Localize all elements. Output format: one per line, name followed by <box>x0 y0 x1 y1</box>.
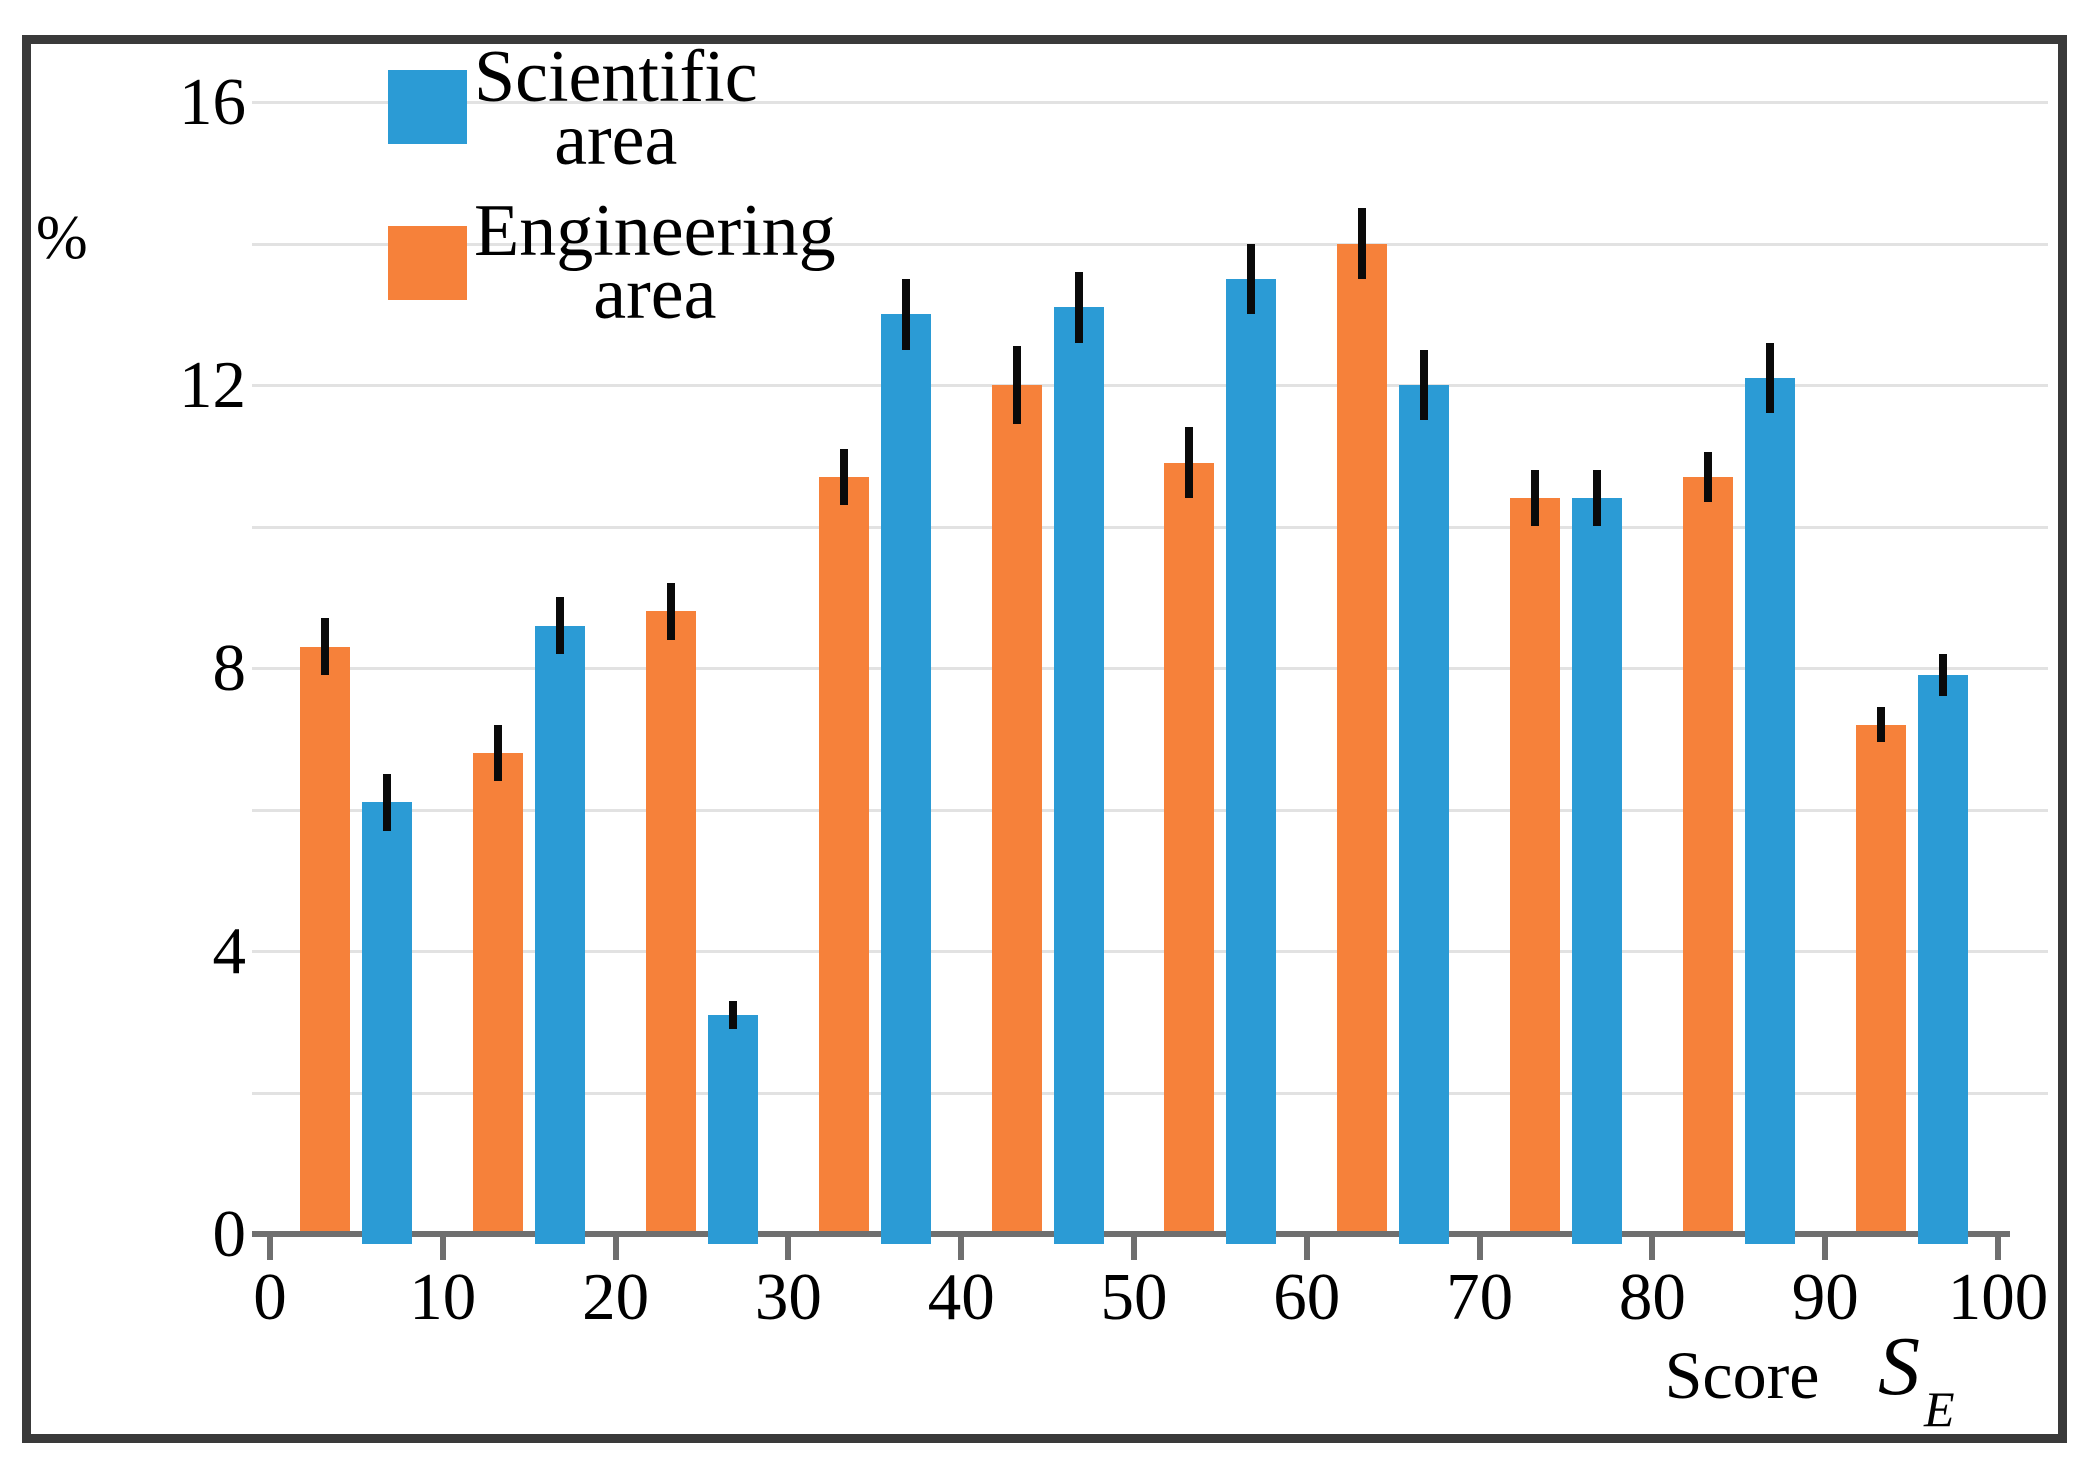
bar-engineering-90-100 <box>1855 724 1906 1231</box>
bar-scientific-70-80 <box>1572 498 1622 1244</box>
legend-swatch-engineering <box>388 226 467 300</box>
x-tick-label-100: 100 <box>1947 1260 2049 1334</box>
y-axis-unit-label: % <box>36 204 88 272</box>
bar-scientific-30-40 <box>880 314 931 1244</box>
x-tick-50 <box>1131 1234 1137 1260</box>
y-tick-label-16: 16 <box>179 65 246 139</box>
bar-engineering-30-40 <box>818 476 869 1231</box>
x-tick-label-10: 10 <box>409 1260 477 1334</box>
bar-scientific-90-100 <box>1917 675 1968 1244</box>
errorbar-scientific-70-80 <box>1593 469 1601 527</box>
bar-engineering-40-50 <box>991 385 1042 1231</box>
x-tick-label-50: 50 <box>1100 1260 1168 1334</box>
errorbar-engineering-60-70 <box>1358 208 1367 279</box>
x-tick-label-40: 40 <box>927 1260 995 1334</box>
bar-engineering-10-20 <box>473 752 524 1231</box>
legend-swatch-scientific <box>388 70 467 144</box>
x-tick-0 <box>267 1234 273 1260</box>
errorbar-scientific-20-30 <box>729 1000 737 1029</box>
x-tick-60 <box>1303 1234 1310 1260</box>
x-tick-label-0: 0 <box>253 1260 287 1334</box>
errorbar-scientific-50-60 <box>1247 243 1256 315</box>
x-tick-70 <box>1476 1234 1483 1260</box>
gridline-4 <box>252 950 2048 953</box>
gridline-16 <box>252 101 2048 104</box>
x-tick-label-60: 60 <box>1273 1260 1341 1334</box>
gridline-8 <box>252 667 2048 670</box>
bar-scientific-40-50 <box>1053 307 1104 1244</box>
legend-label-scientific-line1: Scientific <box>474 36 758 118</box>
errorbar-engineering-30-40 <box>839 448 848 506</box>
bar-scientific-50-60 <box>1226 278 1277 1244</box>
bar-scientific-10-20 <box>535 625 586 1244</box>
legend-label-scientific-line2: area <box>554 99 678 181</box>
legend-label-engineering: Engineering area <box>474 190 836 335</box>
y-tick-label-0: 0 <box>212 1197 247 1271</box>
x-axis-symbol-letter: S <box>1878 1320 1920 1413</box>
errorbar-scientific-80-90 <box>1765 342 1774 414</box>
x-tick-label-20: 20 <box>582 1260 650 1334</box>
gridline-10 <box>252 525 2048 529</box>
errorbar-engineering-80-90 <box>1703 452 1712 502</box>
errorbar-scientific-60-70 <box>1420 349 1429 421</box>
legend-label-engineering-line2: area <box>593 253 717 335</box>
errorbar-scientific-10-20 <box>556 597 565 654</box>
errorbar-engineering-50-60 <box>1185 427 1194 499</box>
x-tick-80 <box>1649 1234 1656 1260</box>
errorbar-engineering-0-10 <box>321 618 330 676</box>
legend-label-engineering-line1: Engineering <box>474 190 836 272</box>
errorbar-engineering-20-30 <box>667 583 675 640</box>
x-tick-10 <box>439 1234 446 1260</box>
x-axis-symbol: SE <box>1878 1318 1955 1437</box>
x-tick-label-80: 80 <box>1618 1260 1686 1334</box>
gridline-2 <box>252 1091 2048 1095</box>
x-tick-40 <box>958 1234 965 1260</box>
x-axis-label: Score <box>1664 1337 1820 1413</box>
bar-engineering-20-30 <box>646 611 696 1231</box>
bar-scientific-60-70 <box>1399 385 1450 1244</box>
bar-engineering-70-80 <box>1510 498 1560 1231</box>
errorbar-scientific-30-40 <box>901 278 910 350</box>
gridline-6 <box>252 808 2048 812</box>
x-tick-90 <box>1822 1234 1829 1260</box>
x-tick-30 <box>785 1234 792 1260</box>
x-axis-line <box>252 1231 2010 1237</box>
errorbar-scientific-0-10 <box>383 774 392 831</box>
errorbar-engineering-90-100 <box>1876 706 1885 743</box>
x-tick-100 <box>1995 1234 2001 1260</box>
gridline-14 <box>252 242 2048 246</box>
bar-engineering-50-60 <box>1164 462 1215 1231</box>
x-tick-20 <box>612 1234 619 1260</box>
x-tick-label-90: 90 <box>1791 1260 1859 1334</box>
y-tick-label-8: 8 <box>212 631 247 705</box>
x-axis-symbol-subscript: E <box>1924 1380 1955 1437</box>
bar-engineering-80-90 <box>1682 476 1733 1231</box>
errorbar-scientific-40-50 <box>1074 271 1083 343</box>
y-tick-label-4: 4 <box>212 914 247 988</box>
y-tick-label-12: 12 <box>179 348 246 422</box>
bar-scientific-80-90 <box>1744 377 1795 1244</box>
x-tick-label-70: 70 <box>1446 1260 1514 1334</box>
errorbar-scientific-90-100 <box>1938 653 1947 697</box>
x-tick-label-30: 30 <box>754 1260 822 1334</box>
bar-scientific-0-10 <box>362 802 413 1244</box>
bar-scientific-20-30 <box>708 1014 758 1244</box>
errorbar-engineering-70-80 <box>1531 469 1539 527</box>
bar-engineering-0-10 <box>300 646 351 1231</box>
gridline-12 <box>252 384 2048 387</box>
bar-engineering-60-70 <box>1337 243 1388 1231</box>
errorbar-engineering-40-50 <box>1012 346 1021 424</box>
legend-label-scientific: Scientific area <box>474 36 758 181</box>
errorbar-engineering-10-20 <box>494 724 503 782</box>
